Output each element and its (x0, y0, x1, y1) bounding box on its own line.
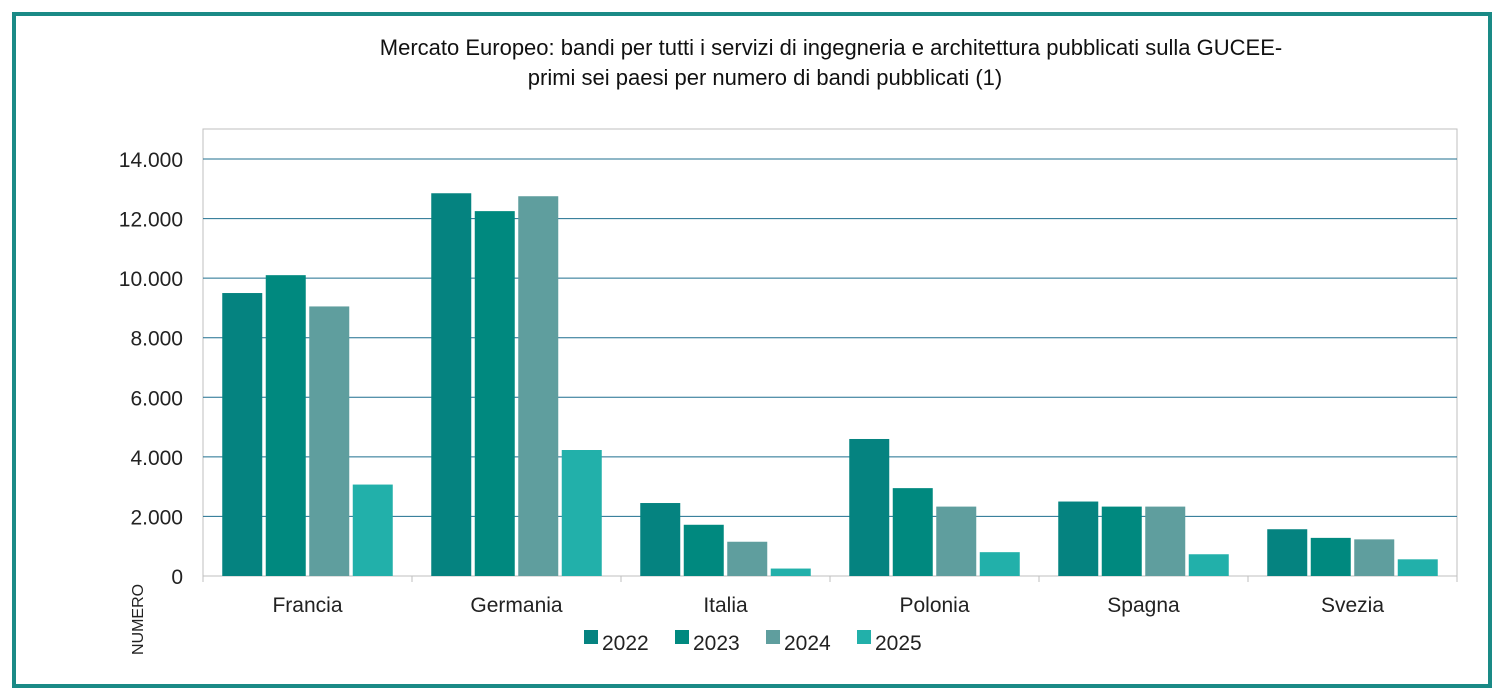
bar-germania-2023 (474, 211, 515, 576)
y-axis-label: NUMERO (130, 584, 147, 655)
category-label: Germania (470, 594, 563, 617)
bar-germania-2022 (431, 193, 472, 576)
y-tick-label: 8.000 (130, 328, 183, 351)
category-label: Polonia (899, 594, 969, 617)
bar-italia-2022 (640, 503, 681, 576)
y-axis-ticks: 0 2.000 4.000 6.000 8.000 10.000 12.000 14.000 (119, 149, 183, 589)
bar-svezia-2023 (1310, 537, 1351, 576)
grid-lines (202, 128, 1458, 582)
y-tick-label: 10.000 (119, 268, 183, 291)
y-tick-label: 12.000 (119, 209, 183, 232)
legend-swatch-2024 (766, 630, 780, 644)
bars (222, 193, 1438, 576)
bar-francia-2023 (265, 275, 306, 576)
bar-germania-2024 (518, 196, 559, 576)
category-labels: Francia Germania Italia Polonia Spagna Svezia (272, 594, 1384, 617)
legend-swatch-2023 (675, 630, 689, 644)
bar-polonia-2023 (892, 488, 933, 576)
category-label: Svezia (1321, 594, 1384, 617)
bar-francia-2024 (309, 306, 350, 576)
bar-polonia-2022 (849, 438, 890, 576)
legend-swatch-2022 (584, 630, 598, 644)
bar-italia-2024 (727, 541, 768, 576)
category-label: Francia (272, 594, 342, 617)
category-label: Italia (703, 594, 748, 617)
bar-svezia-2025 (1397, 559, 1438, 576)
legend: 2022 2023 2024 2025 (584, 630, 922, 655)
bar-spagna-2024 (1145, 506, 1186, 576)
legend-label-2022: 2022 (602, 632, 649, 655)
bar-polonia-2025 (979, 552, 1020, 576)
legend-label-2023: 2023 (693, 632, 740, 655)
bar-spagna-2023 (1101, 506, 1142, 576)
chart-subtitle: primi sei paesi per numero di bandi pubb… (527, 65, 1003, 90)
legend-swatch-2025 (857, 630, 871, 644)
bar-spagna-2025 (1188, 554, 1229, 576)
y-tick-label: 2.000 (130, 506, 183, 529)
bar-italia-2023 (683, 524, 724, 576)
y-tick-label: 6.000 (130, 387, 183, 410)
legend-label-2025: 2025 (875, 632, 922, 655)
bar-polonia-2024 (936, 506, 977, 576)
bar-italia-2025 (770, 568, 811, 576)
chart-title: Mercato Europeo: bandi per tutti i servi… (379, 35, 1283, 60)
category-label: Spagna (1107, 594, 1180, 617)
bar-francia-2022 (222, 293, 263, 576)
bar-svezia-2022 (1267, 529, 1308, 576)
bar-spagna-2022 (1058, 501, 1099, 576)
y-tick-label: 0 (171, 566, 183, 589)
bar-germania-2025 (561, 450, 602, 576)
y-tick-label: 4.000 (130, 447, 183, 470)
bar-francia-2025 (352, 484, 393, 576)
bar-svezia-2024 (1354, 539, 1395, 576)
legend-label-2024: 2024 (784, 632, 831, 655)
y-tick-label: 14.000 (119, 149, 183, 172)
